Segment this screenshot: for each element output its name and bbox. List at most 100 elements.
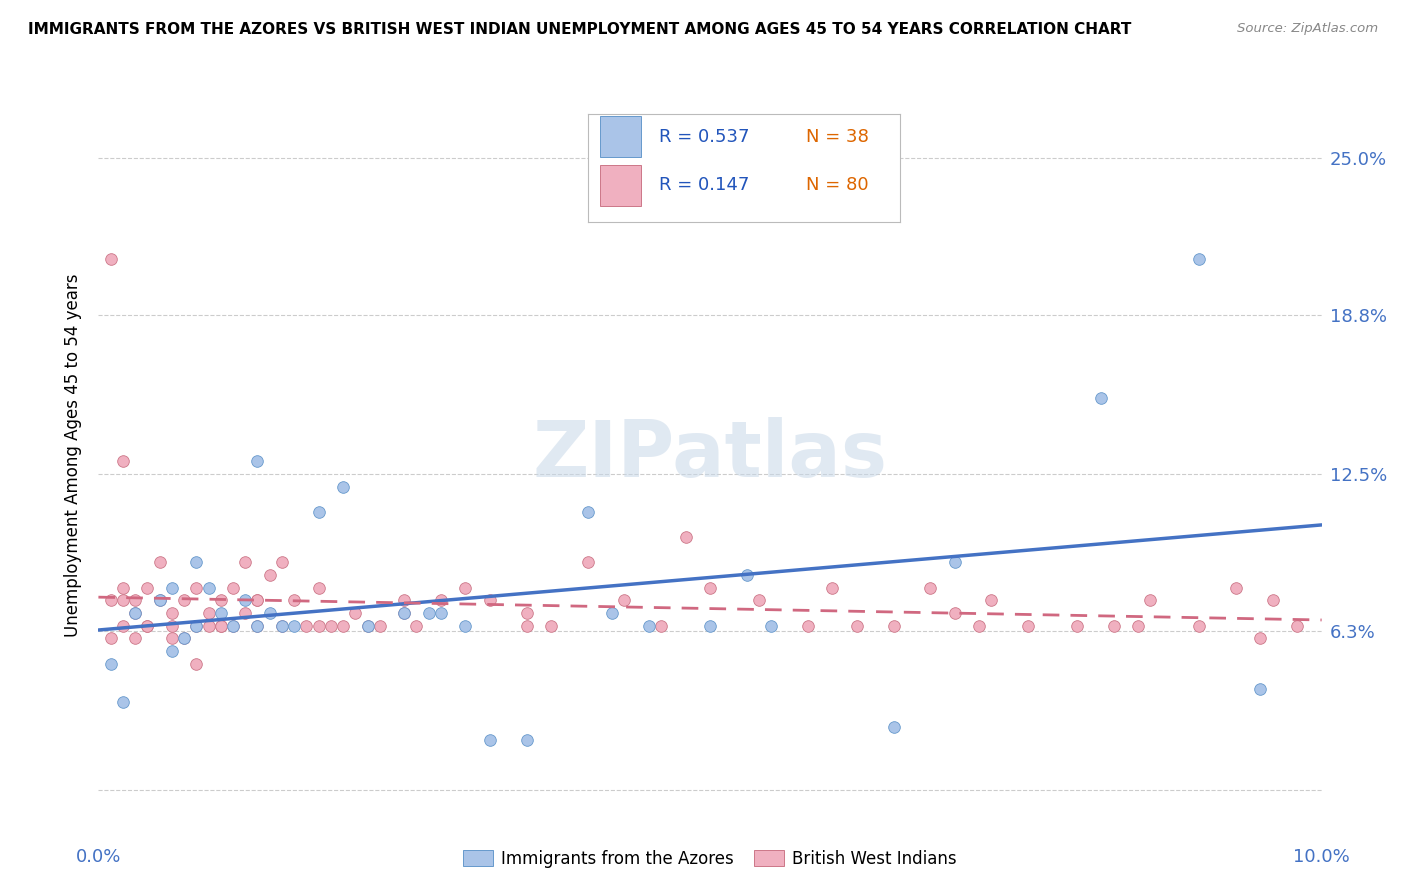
Point — [124, 632, 146, 646]
Point — [675, 530, 697, 544]
Point — [295, 618, 318, 632]
Point — [920, 581, 942, 595]
Point — [149, 593, 172, 607]
Point — [186, 556, 208, 570]
Point — [699, 618, 721, 632]
Point — [209, 618, 232, 632]
Point — [186, 618, 208, 632]
Point — [1188, 618, 1211, 632]
Point — [332, 479, 354, 493]
Point — [111, 581, 134, 595]
Point — [637, 618, 661, 632]
Point — [124, 593, 146, 607]
Text: 10.0%: 10.0% — [1294, 848, 1350, 866]
Point — [454, 581, 477, 595]
Point — [186, 581, 208, 595]
Point — [160, 632, 183, 646]
Point — [883, 720, 905, 734]
Point — [308, 505, 330, 519]
Point — [233, 593, 256, 607]
Point — [943, 556, 966, 570]
Point — [209, 618, 232, 632]
Point — [943, 606, 966, 620]
Point — [160, 618, 183, 632]
Point — [516, 732, 538, 747]
Point — [222, 581, 245, 595]
Point — [967, 618, 990, 632]
Point — [186, 657, 208, 671]
Point — [186, 618, 208, 632]
Point — [405, 618, 427, 632]
Point — [430, 606, 453, 620]
Point — [1139, 593, 1161, 607]
Point — [845, 618, 868, 632]
Point — [1225, 581, 1247, 595]
Point — [540, 618, 562, 632]
Point — [111, 593, 134, 607]
Point — [478, 593, 501, 607]
Point — [356, 618, 378, 632]
Point — [308, 581, 330, 595]
Point — [1066, 618, 1088, 632]
Text: ZIPatlas: ZIPatlas — [533, 417, 887, 493]
Point — [197, 581, 219, 595]
Point — [160, 581, 183, 595]
Point — [748, 593, 770, 607]
Point — [319, 618, 342, 632]
Point — [246, 454, 269, 468]
Point — [332, 618, 354, 632]
Point — [270, 618, 292, 632]
Point — [233, 606, 256, 620]
Point — [735, 568, 758, 582]
Point — [1286, 618, 1309, 632]
Point — [136, 618, 159, 632]
Point — [418, 606, 440, 620]
Point — [111, 695, 134, 709]
Point — [209, 606, 232, 620]
Legend: Immigrants from the Azores, British West Indians: Immigrants from the Azores, British West… — [457, 843, 963, 874]
Point — [209, 593, 232, 607]
Y-axis label: Unemployment Among Ages 45 to 54 years: Unemployment Among Ages 45 to 54 years — [65, 273, 83, 637]
Point — [600, 606, 623, 620]
Point — [222, 618, 245, 632]
Point — [283, 618, 305, 632]
Point — [173, 632, 195, 646]
Point — [233, 556, 256, 570]
Point — [246, 593, 269, 607]
Point — [173, 632, 195, 646]
Point — [478, 732, 501, 747]
Point — [1188, 252, 1211, 266]
Point — [100, 632, 122, 646]
Point — [100, 657, 122, 671]
Point — [259, 606, 281, 620]
Point — [1249, 681, 1271, 696]
Point — [516, 618, 538, 632]
Point — [124, 606, 146, 620]
Point — [430, 593, 453, 607]
Point — [222, 618, 245, 632]
Point — [173, 593, 195, 607]
Point — [100, 593, 122, 607]
Point — [270, 618, 292, 632]
Point — [576, 556, 599, 570]
Point — [392, 593, 416, 607]
Point — [1102, 618, 1125, 632]
Point — [283, 593, 305, 607]
Point — [759, 618, 782, 632]
Point — [246, 618, 269, 632]
Point — [883, 618, 905, 632]
Point — [650, 618, 672, 632]
Point — [368, 618, 391, 632]
Point — [197, 606, 219, 620]
Point — [576, 505, 599, 519]
Point — [100, 252, 122, 266]
Point — [516, 606, 538, 620]
Point — [136, 618, 159, 632]
Point — [1017, 618, 1039, 632]
Point — [197, 618, 219, 632]
Point — [160, 606, 183, 620]
Point — [149, 593, 172, 607]
Point — [246, 593, 269, 607]
Point — [149, 556, 172, 570]
Point — [308, 618, 330, 632]
